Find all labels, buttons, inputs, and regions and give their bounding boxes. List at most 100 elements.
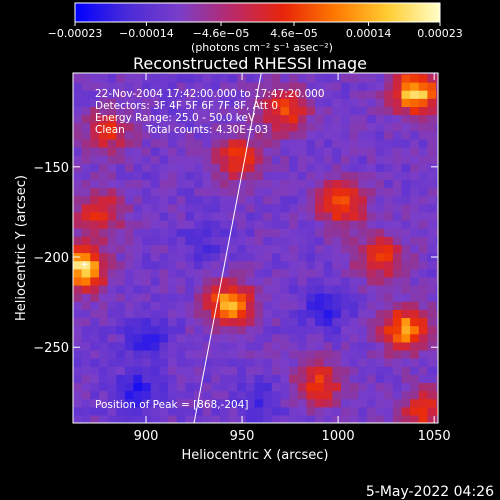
heatmap-cell [392, 228, 403, 237]
heatmap-cell [340, 358, 351, 367]
heatmap-cell [73, 122, 83, 132]
heatmap-cell [194, 220, 204, 229]
heatmap-cell [418, 252, 429, 262]
heatmap-cell [133, 106, 143, 116]
heatmap-cell [228, 203, 238, 213]
heatmap-cell [107, 73, 117, 83]
heatmap-cell [280, 236, 290, 245]
heatmap-cell [349, 301, 359, 310]
heatmap-cell [73, 333, 83, 343]
heatmap-cell [202, 228, 212, 237]
heatmap-cell [280, 155, 290, 164]
heatmap-cell [271, 73, 282, 83]
heatmap-cell [280, 268, 290, 278]
heatmap-cell [332, 146, 342, 156]
heatmap-cell [150, 374, 161, 384]
heatmap-cell [168, 406, 178, 416]
heatmap-cell [254, 382, 264, 392]
heatmap-cell [375, 228, 385, 237]
heatmap-cell [297, 98, 307, 107]
heatmap-cell [98, 301, 109, 310]
heatmap-cell [340, 122, 351, 132]
heatmap-cell [185, 90, 195, 99]
heatmap-cell [168, 106, 178, 116]
heatmap-cell [237, 146, 247, 156]
heatmap-cell [297, 146, 307, 156]
heatmap-cell [133, 146, 143, 156]
heatmap-cell [340, 309, 351, 319]
heatmap-cell [375, 398, 385, 408]
heatmap-cell [418, 211, 429, 221]
heatmap-cell [375, 73, 385, 75]
heatmap-cell [116, 163, 126, 172]
heatmap-cell [384, 390, 394, 400]
heatmap-cell [401, 220, 411, 229]
heatmap-cell [271, 406, 282, 416]
heatmap-cell [211, 414, 221, 423]
heatmap-cell [107, 333, 117, 343]
heatmap-cell [427, 114, 437, 124]
heatmap-cell [81, 73, 91, 75]
heatmap-cell [289, 195, 299, 205]
heatmap-cell [168, 163, 178, 172]
heatmap-cell [340, 114, 351, 124]
heatmap-cell [384, 90, 394, 99]
heatmap-cell [340, 301, 351, 310]
heatmap-cell [401, 236, 411, 245]
heatmap-cell [228, 317, 238, 327]
heatmap-cell [116, 90, 126, 99]
heatmap-cell [194, 203, 204, 213]
heatmap-cell [384, 366, 394, 375]
heatmap-cell [168, 203, 178, 213]
heatmap-cell [349, 98, 359, 107]
heatmap-cell [150, 155, 161, 164]
heatmap-cell [202, 301, 212, 310]
heatmap-cell [401, 73, 411, 75]
heatmap-cell [211, 211, 221, 221]
heatmap-cell [332, 73, 342, 83]
heatmap-cell [280, 179, 290, 189]
heatmap-cell [349, 155, 359, 164]
heatmap-cell [384, 155, 394, 164]
heatmap-cell [107, 220, 117, 229]
heatmap-cell [211, 325, 221, 335]
heatmap-cell [332, 211, 342, 221]
heatmap-cell [306, 236, 316, 245]
heatmap-cell [384, 187, 394, 197]
heatmap-cell [315, 406, 325, 416]
heatmap-cell [366, 382, 377, 392]
heatmap-cell [107, 90, 117, 99]
heatmap-cell [81, 138, 91, 148]
heatmap-cell [263, 374, 273, 384]
heatmap-cell [427, 341, 437, 351]
heatmap-cell [107, 146, 117, 156]
heatmap-cell [159, 171, 169, 181]
heatmap-cell [271, 374, 282, 384]
heatmap-cell [271, 179, 282, 189]
heatmap-cell [194, 155, 204, 164]
heatmap-cell [159, 146, 169, 156]
heatmap-cell [323, 309, 333, 319]
heatmap-cell [418, 187, 429, 197]
heatmap-cell [254, 163, 264, 172]
heatmap-cell [185, 366, 195, 375]
heatmap-cell [297, 414, 307, 423]
heatmap-cell [245, 179, 256, 189]
heatmap-cell [263, 90, 273, 99]
heatmap-cell [228, 276, 238, 286]
heatmap-cell [401, 406, 411, 416]
heatmap-cell [185, 73, 195, 75]
heatmap-cell [116, 106, 126, 116]
heatmap-cell [98, 390, 109, 400]
heatmap-cell [332, 171, 342, 181]
heatmap-cell [340, 390, 351, 400]
heatmap-cell [401, 398, 411, 408]
heatmap-cell [159, 73, 169, 83]
heatmap-cell [254, 130, 264, 140]
heatmap-cell [418, 73, 429, 83]
heatmap-cell [340, 179, 351, 189]
heatmap-cell [98, 293, 109, 302]
heatmap-cell [159, 122, 169, 132]
heatmap-cell [98, 203, 109, 213]
heatmap-cell [332, 203, 342, 213]
